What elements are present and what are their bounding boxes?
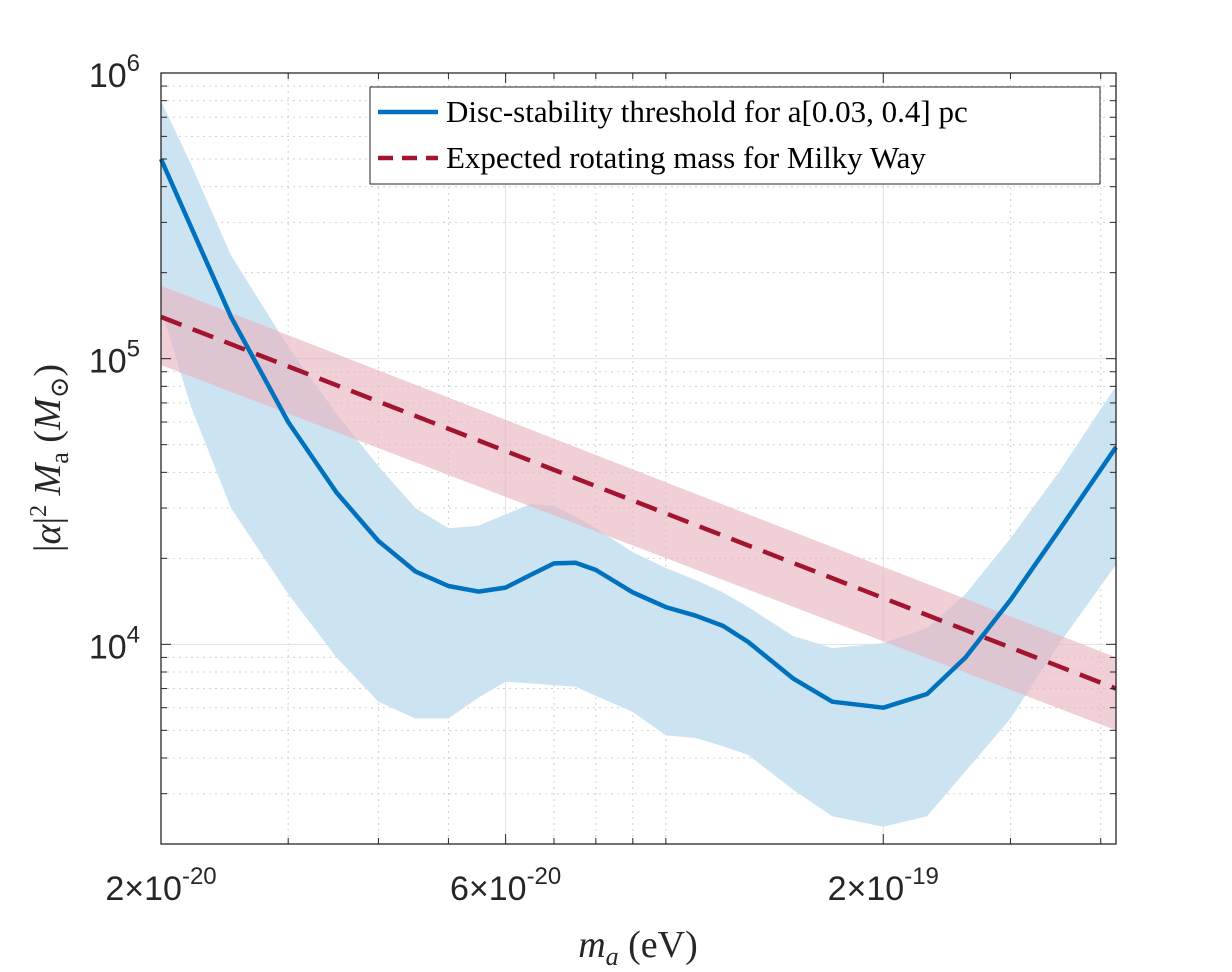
- milky-way-uncertainty-band: [161, 285, 1116, 731]
- y-axis-label: |α|2 Ma (M⊙): [26, 364, 74, 552]
- axes-box: [160, 72, 1117, 845]
- tick-marks: [160, 72, 1116, 845]
- milky-way-line: [160, 314, 1117, 691]
- legend-box: [369, 86, 1101, 185]
- x-tick-label: 2×10-19: [828, 863, 939, 908]
- uncertainty-bands: [161, 100, 1116, 827]
- threshold-line: [158, 158, 1118, 710]
- threshold-uncertainty-band: [161, 100, 1116, 827]
- x-tick-label: 6×10-20: [450, 863, 561, 908]
- y-tick-label: 105: [89, 336, 140, 381]
- x-tick-labels: 2×10-20 6×10-20 2×10-19: [105, 863, 939, 908]
- y-tick-label: 104: [89, 621, 140, 666]
- x-tick-label: 2×10-20: [105, 863, 216, 908]
- y-tick-labels: 104 105 106: [89, 50, 140, 666]
- legend: Disc-stability threshold for a[0.03, 0.4…: [369, 86, 1101, 185]
- legend-label-threshold: Disc-stability threshold for a[0.03, 0.4…: [446, 94, 968, 129]
- x-axis-label: ma (eV): [578, 924, 698, 971]
- series-lines: [158, 158, 1118, 710]
- legend-label-milky-way: Expected rotating mass for Milky Way: [446, 140, 926, 175]
- y-tick-label: 106: [89, 50, 140, 95]
